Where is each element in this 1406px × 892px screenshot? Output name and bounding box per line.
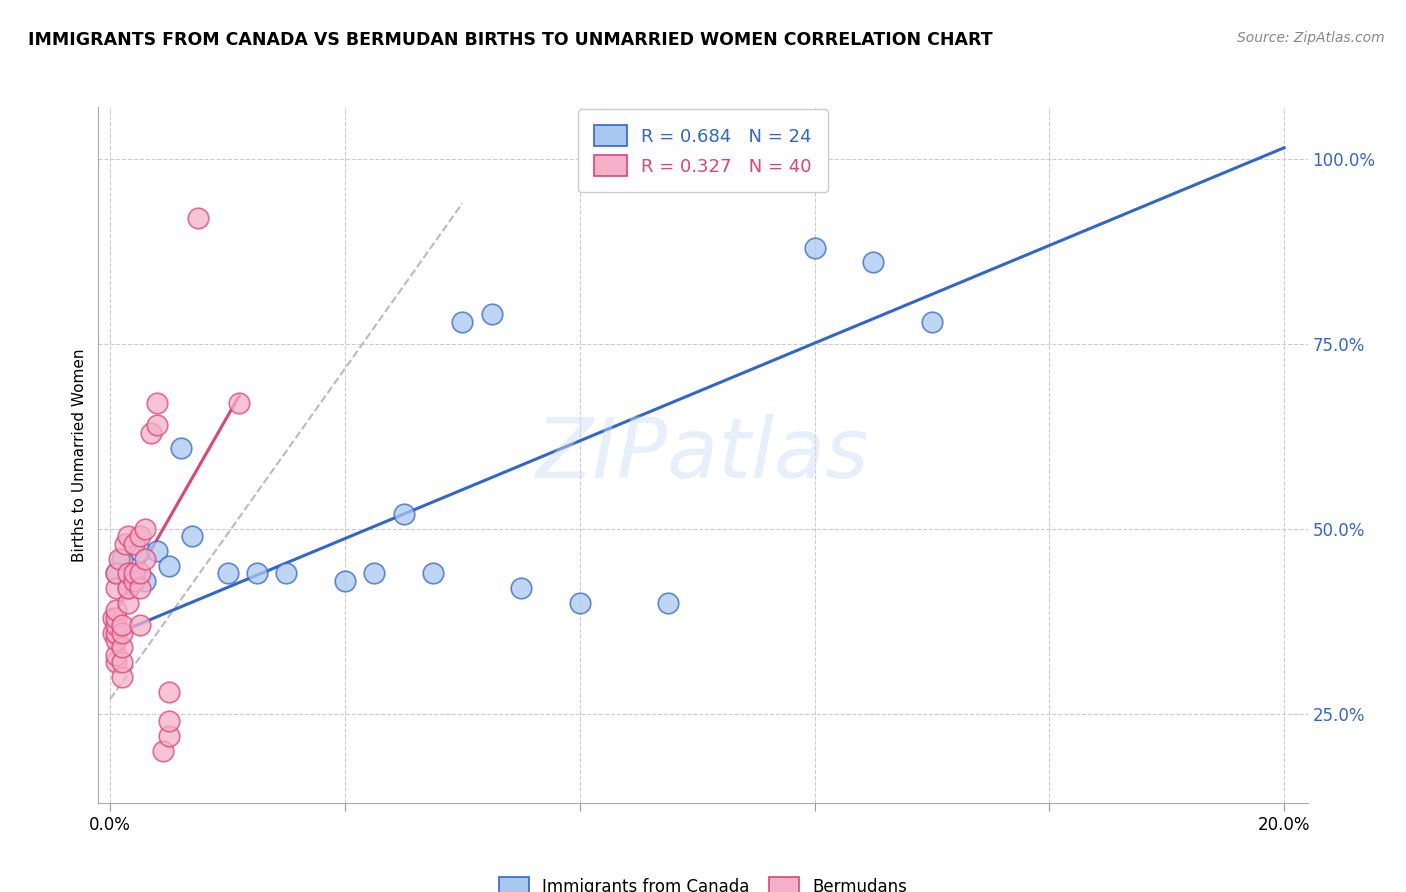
Point	[128, 529, 150, 543]
Point	[152, 744, 174, 758]
Point	[105, 566, 128, 581]
Point	[392, 507, 415, 521]
Point	[363, 566, 385, 581]
Point	[117, 566, 139, 581]
Point	[111, 640, 134, 655]
Point	[141, 425, 163, 440]
Point	[111, 655, 134, 669]
Point	[105, 632, 128, 647]
Point	[134, 551, 156, 566]
Text: IMMIGRANTS FROM CANADA VS BERMUDAN BIRTHS TO UNMARRIED WOMEN CORRELATION CHART: IMMIGRANTS FROM CANADA VS BERMUDAN BIRTH…	[28, 31, 993, 49]
Point	[146, 544, 169, 558]
Text: Source: ZipAtlas.com: Source: ZipAtlas.com	[1237, 31, 1385, 45]
Legend: Immigrants from Canada, Bermudans: Immigrants from Canada, Bermudans	[485, 863, 921, 892]
Point	[105, 566, 128, 581]
Point	[117, 581, 139, 595]
Point	[105, 625, 128, 640]
Point	[157, 558, 180, 573]
Point	[117, 581, 139, 595]
Text: ZIPatlas: ZIPatlas	[536, 415, 870, 495]
Point	[451, 315, 474, 329]
Point	[105, 581, 128, 595]
Point	[105, 655, 128, 669]
Point	[181, 529, 204, 543]
Point	[105, 648, 128, 662]
Point	[117, 596, 139, 610]
Point	[101, 611, 124, 625]
Point	[187, 211, 209, 225]
Point	[146, 396, 169, 410]
Point	[157, 714, 180, 729]
Point	[111, 670, 134, 684]
Point	[276, 566, 298, 581]
Point	[146, 418, 169, 433]
Point	[803, 241, 825, 255]
Point	[111, 551, 134, 566]
Point	[128, 544, 150, 558]
Point	[157, 729, 180, 743]
Point	[128, 566, 150, 581]
Point	[134, 522, 156, 536]
Point	[108, 551, 131, 566]
Point	[111, 618, 134, 632]
Point	[122, 566, 145, 581]
Point	[105, 603, 128, 617]
Point	[333, 574, 356, 588]
Point	[157, 685, 180, 699]
Point	[217, 566, 239, 581]
Point	[134, 574, 156, 588]
Point	[128, 618, 150, 632]
Point	[169, 441, 191, 455]
Point	[101, 625, 124, 640]
Point	[114, 537, 136, 551]
Point	[228, 396, 250, 410]
Y-axis label: Births to Unmarried Women: Births to Unmarried Women	[72, 348, 87, 562]
Point	[246, 566, 269, 581]
Point	[568, 596, 591, 610]
Point	[862, 255, 884, 269]
Point	[117, 529, 139, 543]
Point	[921, 315, 943, 329]
Point	[510, 581, 533, 595]
Point	[481, 307, 503, 321]
Point	[122, 574, 145, 588]
Point	[105, 618, 128, 632]
Point	[657, 596, 679, 610]
Point	[105, 611, 128, 625]
Point	[128, 581, 150, 595]
Point	[111, 625, 134, 640]
Point	[122, 537, 145, 551]
Point	[422, 566, 444, 581]
